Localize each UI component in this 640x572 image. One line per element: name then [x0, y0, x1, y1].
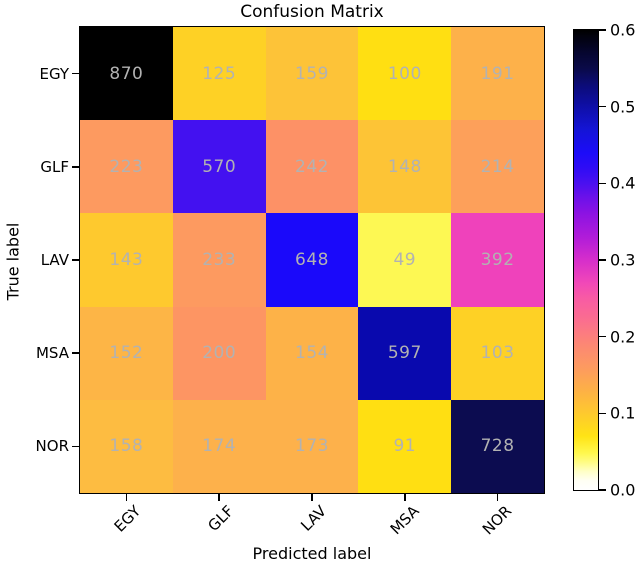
- colorbar-tick-label-0.2: 0.2: [610, 327, 636, 347]
- cell-EGY-LAV: 159: [265, 27, 359, 121]
- cell-value: 103: [480, 343, 515, 364]
- cell-value: 49: [393, 249, 417, 270]
- cell-value: 125: [202, 63, 237, 84]
- cell-value: 158: [109, 436, 144, 457]
- cell-value: 870: [109, 63, 144, 84]
- cell-MSA-MSA: 597: [358, 306, 452, 400]
- cell-value: 154: [295, 343, 329, 364]
- colorbar-tick-mark: [599, 182, 606, 185]
- y-tick-label-MSA: MSA: [35, 344, 69, 363]
- cell-EGY-EGY: 870: [80, 27, 173, 121]
- colorbar: [573, 29, 599, 491]
- colorbar-tick-mark: [599, 335, 606, 338]
- cell-MSA-LAV: 154: [265, 306, 359, 400]
- cell-value: 728: [480, 436, 515, 457]
- y-tick-mark: [72, 445, 80, 448]
- colorbar-tick-mark: [599, 105, 606, 108]
- cell-EGY-GLF: 125: [172, 27, 266, 121]
- y-tick-mark: [72, 259, 80, 261]
- cell-NOR-EGY: 158: [80, 399, 173, 493]
- cell-value: 174: [202, 436, 237, 457]
- y-tick-mark: [72, 72, 80, 75]
- colorbar-tick-mark: [599, 412, 606, 415]
- cell-value: 200: [202, 343, 237, 364]
- cell-GLF-EGY: 223: [80, 120, 173, 214]
- x-tick-mark: [311, 493, 313, 501]
- cell-EGY-MSA: 100: [358, 27, 452, 121]
- x-tick-label-GLF: GLF: [203, 502, 237, 535]
- cell-GLF-NOR: 214: [451, 120, 544, 214]
- x-tick-mark: [496, 493, 499, 501]
- chart-title: Confusion Matrix: [240, 2, 384, 22]
- cell-NOR-MSA: 91: [358, 399, 452, 493]
- y-tick-label-GLF: GLF: [40, 157, 69, 176]
- cell-MSA-EGY: 152: [80, 306, 173, 400]
- x-tick-label-EGY: EGY: [110, 502, 145, 536]
- cell-LAV-LAV: 648: [265, 213, 359, 307]
- x-tick-label-MSA: MSA: [386, 502, 423, 539]
- x-tick-label-NOR: NOR: [478, 502, 516, 539]
- cell-NOR-LAV: 173: [265, 399, 359, 493]
- y-tick-label-EGY: EGY: [39, 64, 69, 83]
- cell-value: 159: [295, 63, 329, 84]
- cell-GLF-MSA: 148: [358, 120, 452, 214]
- y-tick-mark: [72, 352, 80, 354]
- cell-value: 100: [387, 63, 422, 84]
- colorbar-tick-label-0.4: 0.4: [610, 173, 636, 193]
- cell-value: 597: [387, 343, 422, 364]
- cell-EGY-NOR: 191: [451, 27, 544, 121]
- x-axis-label: Predicted label: [252, 544, 372, 563]
- cell-value: 570: [202, 156, 237, 177]
- cell-NOR-NOR: 728: [451, 399, 544, 493]
- cell-value: 173: [295, 436, 329, 457]
- x-tick-mark: [125, 493, 128, 501]
- colorbar-tick-label-0.1: 0.1: [610, 403, 636, 423]
- cell-value: 233: [202, 249, 237, 270]
- colorbar-tick-label-0.0: 0.0: [610, 480, 636, 500]
- x-tick-mark: [218, 493, 220, 501]
- cell-GLF-GLF: 570: [172, 120, 266, 214]
- cell-value: 223: [109, 156, 144, 177]
- cell-LAV-MSA: 49: [358, 213, 452, 307]
- cell-MSA-GLF: 200: [172, 306, 266, 400]
- cell-LAV-GLF: 233: [172, 213, 266, 307]
- cell-value: 648: [295, 249, 329, 270]
- y-tick-mark: [72, 166, 80, 168]
- colorbar-tick-mark: [599, 29, 606, 31]
- cell-value: 148: [387, 156, 422, 177]
- y-tick-label-LAV: LAV: [40, 251, 69, 269]
- cell-value: 242: [295, 156, 329, 177]
- cell-value: 214: [480, 156, 515, 177]
- cell-value: 143: [109, 249, 144, 270]
- x-tick-mark: [404, 493, 406, 501]
- y-tick-label-NOR: NOR: [35, 437, 69, 456]
- cell-LAV-EGY: 143: [80, 213, 173, 307]
- cell-LAV-NOR: 392: [451, 213, 544, 307]
- heatmap-grid: 870 125 159 100 191 223 570 242 148 214 143 233 648 4…: [79, 26, 545, 494]
- cell-value: 392: [480, 249, 515, 270]
- cell-value: 191: [480, 63, 515, 84]
- cell-value: 152: [109, 343, 144, 364]
- x-tick-label-LAV: LAV: [297, 502, 330, 535]
- cell-GLF-LAV: 242: [265, 120, 359, 214]
- colorbar-tick-mark: [599, 489, 606, 491]
- colorbar-tick-mark: [599, 259, 606, 261]
- cell-NOR-GLF: 174: [172, 399, 266, 493]
- colorbar-tick-label-0.5: 0.5: [610, 97, 636, 117]
- colorbar-tick-label-0.3: 0.3: [610, 250, 636, 270]
- cell-value: 91: [393, 436, 417, 457]
- colorbar-tick-label-0.6: 0.6: [610, 20, 636, 40]
- cell-MSA-NOR: 103: [451, 306, 544, 400]
